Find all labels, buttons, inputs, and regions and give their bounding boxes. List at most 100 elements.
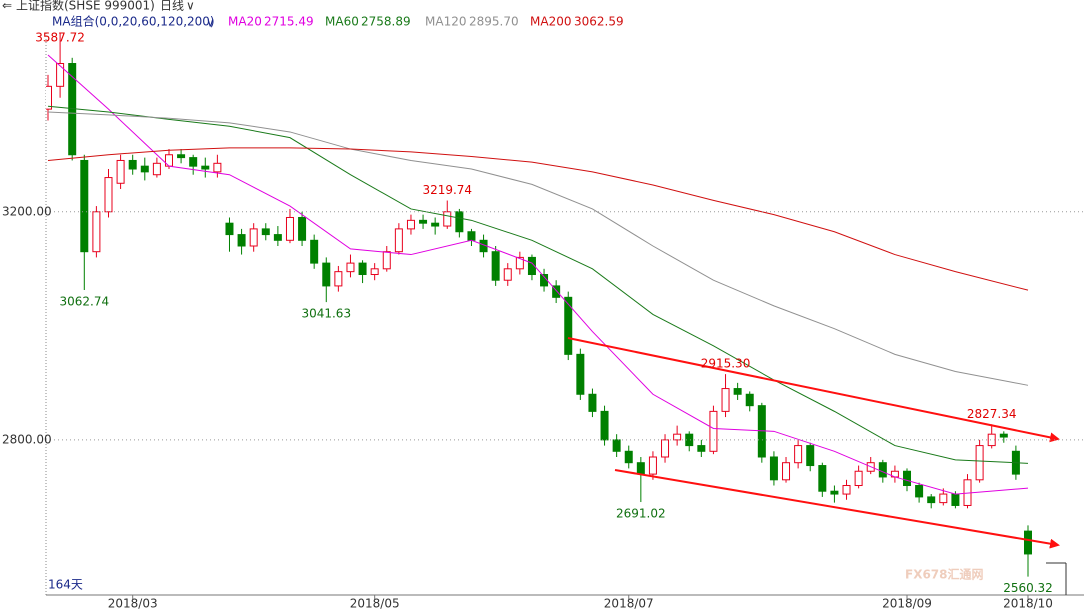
candle-body [769, 456, 778, 481]
trend-line [567, 337, 1060, 443]
candle-body [697, 445, 706, 452]
candle-body [261, 228, 270, 236]
nav-icon[interactable]: ⇐ [2, 0, 12, 13]
legend-value: 2715.49 [264, 15, 314, 29]
ma-dropdown[interactable]: ∨ [206, 16, 215, 30]
ma-line [47, 105, 1029, 464]
candle-body [588, 393, 597, 412]
x-tick-label: 2018/05 [350, 597, 400, 610]
ma-line [47, 54, 1029, 495]
period-arrow[interactable]: ∨ [186, 0, 195, 13]
candle-body [334, 271, 343, 287]
candle-body [394, 228, 403, 253]
y-tick-label: 2800.00 [2, 432, 52, 446]
candle-body [370, 268, 379, 276]
y-tick-label: 3200.00 [2, 204, 52, 218]
price-annotation: 2915.30 [701, 357, 751, 371]
candle-body [177, 154, 186, 159]
candle-body [152, 162, 161, 176]
candle-body [915, 485, 924, 498]
candle-body [673, 433, 682, 441]
candle-body [842, 485, 851, 495]
candle-body [189, 157, 198, 167]
candle-body [1024, 530, 1032, 555]
ma-title: MA组合(0,0,20,60,120,200) [52, 14, 215, 29]
candle-body [322, 262, 331, 287]
symbol: 上证指数(SHSE 999001) [16, 0, 155, 13]
price-annotation: 3041.63 [301, 307, 351, 321]
x-tick-label: 2018/10 [1003, 597, 1053, 610]
candle-body [237, 234, 246, 247]
x-tick-label: 2018/07 [604, 597, 654, 610]
ma-line [47, 111, 1029, 386]
candle-body [455, 211, 464, 233]
candle-body [443, 211, 452, 227]
candle-body [951, 493, 960, 506]
candle-body [140, 165, 149, 173]
candle-body [298, 216, 307, 241]
candle-body [491, 251, 500, 281]
candle-body [419, 219, 428, 224]
price-annotation: 3062.74 [59, 295, 109, 309]
candle-body [685, 433, 694, 447]
x-tick-label: 2018/09 [882, 597, 932, 610]
watermark: FX678汇通网 [905, 567, 984, 582]
legend-value: 3062.59 [574, 15, 624, 29]
plot [46, 33, 1032, 577]
candle-body [273, 234, 282, 241]
candle-body [999, 433, 1008, 438]
candle-body [975, 445, 984, 481]
candle-body [358, 262, 367, 276]
candle-body [92, 211, 101, 253]
candle-body [648, 456, 657, 475]
candle-body [636, 462, 645, 475]
legend-value: 2758.89 [361, 15, 411, 29]
candle-body [116, 159, 125, 184]
candle-body [467, 231, 476, 241]
candle-body [552, 285, 561, 298]
candle-body [225, 222, 234, 236]
legend-name: MA200 [530, 15, 571, 29]
trend-line [614, 469, 1060, 549]
candle-body [661, 439, 670, 458]
candle-body [709, 410, 718, 452]
candle-body [503, 268, 512, 281]
candle-body [576, 353, 585, 395]
candle-body [624, 450, 633, 464]
legend-name: MA20 [228, 15, 262, 29]
period[interactable]: 日线 [160, 0, 184, 13]
candle-body [201, 165, 210, 170]
candle-body [128, 159, 137, 170]
candle-body [285, 216, 294, 241]
price-annotation: 2560.32 [1003, 581, 1053, 595]
candle-body [249, 228, 258, 247]
candle-body [46, 85, 52, 110]
trend-lines [567, 337, 1060, 549]
legend-name: MA120 [425, 15, 466, 29]
candle-body [939, 493, 948, 504]
price-annotation: 2827.34 [967, 407, 1017, 421]
candle-body [431, 222, 440, 227]
candle-body [213, 162, 222, 173]
candle-body [104, 177, 113, 213]
candle-body [346, 262, 355, 273]
legend-name: MA60 [325, 15, 359, 29]
candle-body [733, 388, 742, 395]
candle-body [612, 439, 621, 452]
candle-body [903, 470, 912, 487]
candle-body [794, 445, 803, 464]
candle-body [600, 410, 609, 441]
legend-value: 2895.70 [469, 15, 519, 29]
ma-line [47, 147, 1029, 291]
candle-body [878, 462, 887, 478]
candle-body [406, 219, 415, 230]
candle-body [987, 433, 996, 447]
candle-body [382, 251, 391, 270]
candle-body [310, 239, 319, 264]
candle-body [854, 470, 863, 487]
candle-body [527, 256, 536, 276]
candle-body [515, 256, 524, 270]
candle-body [721, 388, 730, 412]
